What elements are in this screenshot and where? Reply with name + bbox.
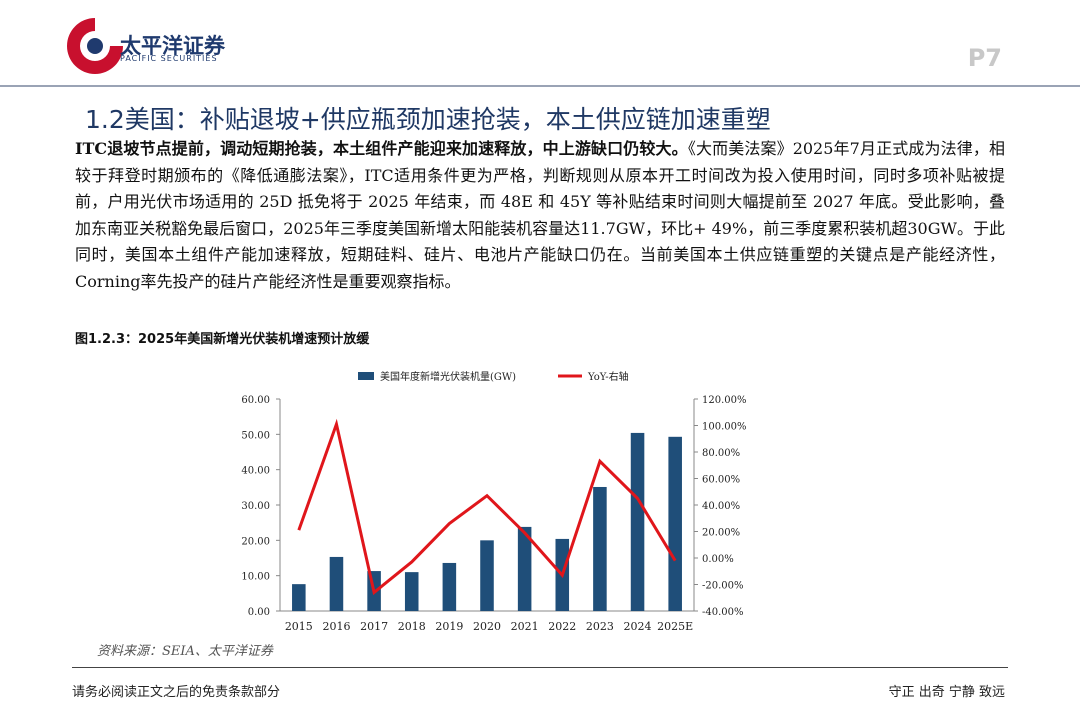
paragraph-body: 《大而美法案》2025年7月正式成为法律，相较于拜登时期颁布的《降低通膨法案》，… [75, 139, 1005, 291]
bar [292, 584, 306, 611]
bar [404, 572, 419, 611]
x-tick-label: 2015 [285, 620, 313, 633]
x-tick-label: 2019 [435, 620, 463, 633]
y2-tick-label: 60.00% [702, 475, 740, 486]
footer-right: 守正 出奇 宁静 致远 [888, 685, 1005, 700]
y-tick-label: 20.00 [241, 536, 270, 547]
y-tick-label: 40.00 [241, 466, 270, 477]
y2-tick-label: -20.00% [702, 581, 744, 592]
footer-left: 请务必阅读正文之后的免责条款部分 [72, 685, 281, 700]
y2-tick-label: 20.00% [702, 528, 740, 539]
x-tick-label: 2018 [398, 620, 426, 633]
y2-tick-label: 0.00% [702, 554, 734, 565]
y2-tick-label: 80.00% [702, 448, 740, 459]
footer-rule [72, 667, 1008, 668]
paragraph: ITC退坡节点提前，调动短期抢装，本土组件产能迎来加速释放，中上游缺口仍较大。《… [75, 136, 1005, 295]
x-tick-label: 2017 [360, 620, 388, 633]
x-tick-label: 2025E [657, 620, 693, 633]
bar [593, 486, 607, 611]
line [297, 418, 677, 596]
legend-label: 美国年度新增光伏装机量(GW) [380, 370, 516, 383]
x-tick-label: 2016 [322, 620, 350, 633]
y2-tick-label: 100.00% [702, 422, 747, 433]
bar [329, 556, 344, 611]
y-tick-label: 50.00 [241, 430, 270, 441]
bar [480, 540, 494, 611]
y-tick-label: 60.00 [241, 395, 270, 406]
y2-tick-label: -40.00% [702, 607, 744, 618]
x-tick-label: 2021 [511, 620, 539, 633]
legend-swatch [358, 372, 374, 380]
y2-tick-label: 40.00% [702, 501, 740, 512]
bar [668, 436, 682, 611]
y-tick-label: 10.00 [241, 572, 270, 583]
logo-en: PACIFIC SECURITIES [120, 54, 218, 63]
bar [442, 562, 457, 611]
page-number: P7 [967, 44, 1002, 72]
logo-icon [67, 18, 123, 74]
legend-label: YoY-右轴 [587, 370, 629, 383]
x-tick-label: 2020 [473, 620, 501, 633]
header-rule [0, 85, 1080, 87]
y2-tick-label: 120.00% [702, 395, 747, 406]
x-tick-label: 2024 [624, 620, 652, 633]
x-tick-label: 2022 [548, 620, 576, 633]
figure-caption: 图1.2.3：2025年美国新增光伏装机增速预计放缓 [75, 332, 370, 347]
bar [517, 526, 532, 611]
title: 1.2美国：补贴退坡+供应瓶颈加速抢装，本土供应链加速重塑 [85, 105, 771, 134]
y-tick-label: 0.00 [248, 607, 270, 618]
bar [630, 432, 645, 611]
y-tick-label: 30.00 [241, 501, 270, 512]
logo-cn: 太平洋证券 [120, 34, 225, 58]
paragraph-lead: ITC退坡节点提前，调动短期抢装，本土组件产能迎来加速释放，中上游缺口仍较大。 [75, 139, 688, 158]
source: 资料来源：SEIA、太平洋证券 [97, 644, 273, 659]
x-tick-label: 2023 [586, 620, 614, 633]
